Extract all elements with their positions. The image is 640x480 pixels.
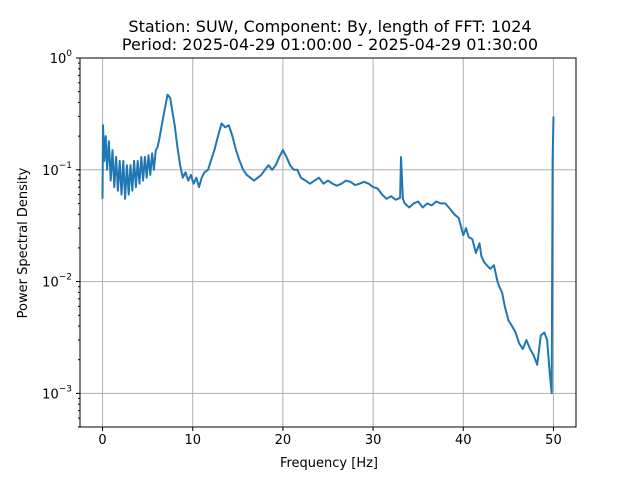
psd-series-line	[101, 93, 555, 395]
y-axis-label: Power Spectral Density	[16, 167, 31, 318]
x-tick-label: 10	[184, 433, 201, 448]
y-tick-label: 100	[50, 49, 73, 67]
x-tick-label: 50	[545, 433, 562, 448]
axes: 0 10 20 30 40 50 10−3 10−2 10−1 100	[42, 49, 577, 448]
plot-area	[101, 93, 555, 395]
y-tick-label: 10−1	[42, 161, 72, 179]
x-tick-label: 0	[98, 433, 106, 448]
x-tick-label: 20	[275, 433, 292, 448]
y-tick-label: 10−3	[42, 384, 72, 402]
x-tick-label: 40	[455, 433, 472, 448]
axes-frame	[79, 57, 577, 428]
chart-title-line-1: Station: SUW, Component: By, length of F…	[128, 17, 531, 36]
chart-title-line-2: Period: 2025-04-29 01:00:00 - 2025-04-29…	[122, 35, 538, 54]
x-axis-label: Frequency [Hz]	[280, 456, 378, 471]
y-tick-label: 10−2	[42, 273, 72, 291]
x-tick-label: 30	[365, 433, 382, 448]
